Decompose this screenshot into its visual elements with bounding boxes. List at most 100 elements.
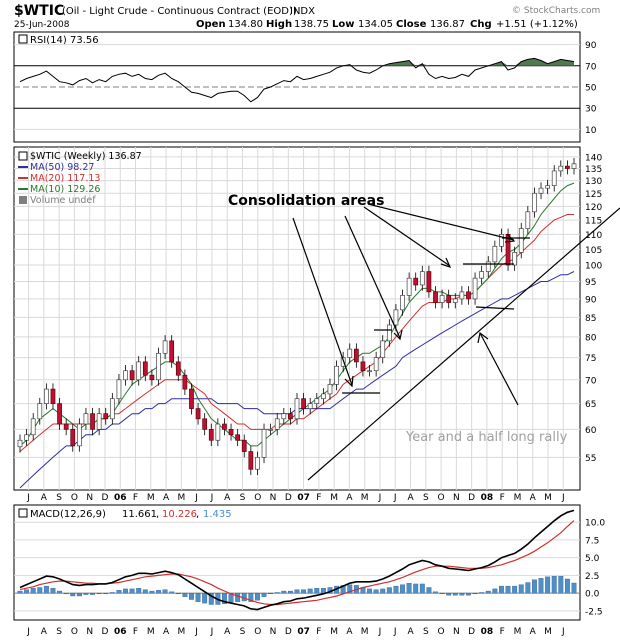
macd-histogram-bar <box>505 585 511 594</box>
candle-body <box>63 423 69 430</box>
month-tick-label: N <box>86 493 93 503</box>
rsi-plot <box>19 57 575 103</box>
month-tick-label: J <box>393 627 397 637</box>
rsi-label-swatch <box>18 34 28 44</box>
candle-body <box>380 340 386 358</box>
month-tick-label: M <box>544 493 552 503</box>
arrow-3-head <box>440 257 452 268</box>
low-label: Low <box>332 19 354 30</box>
rsi-line <box>19 57 575 103</box>
month-tick-label: O <box>254 627 261 637</box>
macd-frame <box>13 504 581 621</box>
macd-histogram-bar <box>452 593 458 596</box>
macd-histogram-bar <box>96 593 102 594</box>
consolidation-label: Consolidation areas <box>228 193 384 209</box>
candle-body <box>202 418 208 430</box>
macd-histogram-bar <box>419 583 425 594</box>
month-tick-label: A <box>224 627 231 637</box>
macd-histogram-bar <box>320 588 326 594</box>
month-tick-label: N <box>270 627 277 637</box>
candle-body <box>57 403 62 425</box>
candle-body <box>255 456 260 470</box>
candle-body <box>400 295 405 311</box>
candle-body <box>433 291 438 303</box>
month-tick-label: A <box>163 627 170 637</box>
price-tick-label: 140 <box>585 153 602 163</box>
candle-body <box>459 291 465 300</box>
price-tick-label: 135 <box>585 165 602 175</box>
macd-histogram-bar <box>235 593 241 602</box>
chart-watermark: © StockCharts.com <box>512 6 600 16</box>
macd-tick-label: 5.0 <box>585 554 600 564</box>
macd-histogram-bar <box>373 589 379 594</box>
macd-histogram-bar <box>76 593 82 597</box>
price-tick-label: 100 <box>585 262 602 272</box>
month-tick-label: O <box>71 493 78 503</box>
candle-body <box>565 165 570 169</box>
legend-price: $WTIC (Weekly) 136.87 <box>30 151 142 162</box>
macd-line <box>19 509 575 611</box>
candle-body <box>281 413 287 420</box>
month-tick-label: A <box>530 627 537 637</box>
candle-body <box>129 370 135 381</box>
candle-body <box>367 370 372 373</box>
month-tick-label: N <box>86 627 93 637</box>
macd-tick-label: -2.5 <box>585 607 603 617</box>
macd-histogram-bar <box>274 592 280 594</box>
candle-body <box>182 374 188 390</box>
month-tick-label: D <box>285 627 292 637</box>
candle-body <box>551 170 557 186</box>
macd-sep1: , <box>156 509 159 520</box>
macd-histogram-bar <box>37 587 43 594</box>
candle-body <box>525 211 531 229</box>
month-tick-label: D <box>285 493 292 503</box>
month-tick-label: A <box>407 627 414 637</box>
candle-body <box>307 403 313 409</box>
month-tick-label: J <box>393 493 397 503</box>
candle-body <box>261 429 267 458</box>
candle-body <box>241 439 247 452</box>
rsi-tick-label: 50 <box>585 84 597 94</box>
month-tick-label: 07 <box>297 493 310 503</box>
candle-body <box>175 361 181 376</box>
candle-body <box>426 271 432 293</box>
macd-histogram-bar <box>459 593 465 596</box>
candle-body <box>136 361 142 381</box>
month-tick-label: J <box>26 493 30 503</box>
price-tick-label: 90 <box>585 295 597 305</box>
candle-body <box>499 234 504 247</box>
macd-histogram-bar <box>175 593 181 595</box>
legend-swatch-volume <box>19 196 27 204</box>
candle-body <box>545 185 550 189</box>
price-tick-label: 75 <box>585 354 596 364</box>
arrow-1 <box>292 217 353 386</box>
ohlc-readout: Open 134.80 High 138.75 Low 134.05 Close… <box>196 19 578 30</box>
macd-histogram-bar <box>182 593 188 597</box>
candle-body <box>347 348 353 358</box>
month-tick-label: F <box>316 627 321 637</box>
month-tick-label: A <box>530 493 537 503</box>
macd-histogram-bar <box>116 590 122 594</box>
close-label: Close <box>396 19 427 30</box>
macd-histogram-bar <box>268 593 274 595</box>
macd-legend: MACD(12,26,9) 11.661 , 10.226 , 1.435 <box>18 508 232 520</box>
rsi-tick-label: 30 <box>585 105 597 115</box>
candle-body <box>353 348 359 363</box>
month-tick-label: M <box>514 493 522 503</box>
macd-histogram-bar <box>499 585 504 594</box>
rsi-panel: RSI(14) 73.56 90 70 50 30 10 <box>13 31 597 143</box>
rally-label: Year and a half long rally <box>405 430 568 445</box>
close-value: 136.87 <box>430 19 465 30</box>
macd-histogram-bar <box>83 593 89 595</box>
macd-histogram-bar <box>103 593 109 594</box>
candle-body <box>472 277 478 300</box>
macd-label: MACD(12,26,9) <box>30 509 106 520</box>
macd-histogram-bar <box>17 590 23 594</box>
macd-histogram-bar <box>485 590 491 594</box>
candle-body <box>393 309 399 326</box>
open-value: 134.80 <box>228 19 263 30</box>
macd-histogram-bar <box>558 575 564 594</box>
macd-histogram-bar <box>564 578 570 594</box>
